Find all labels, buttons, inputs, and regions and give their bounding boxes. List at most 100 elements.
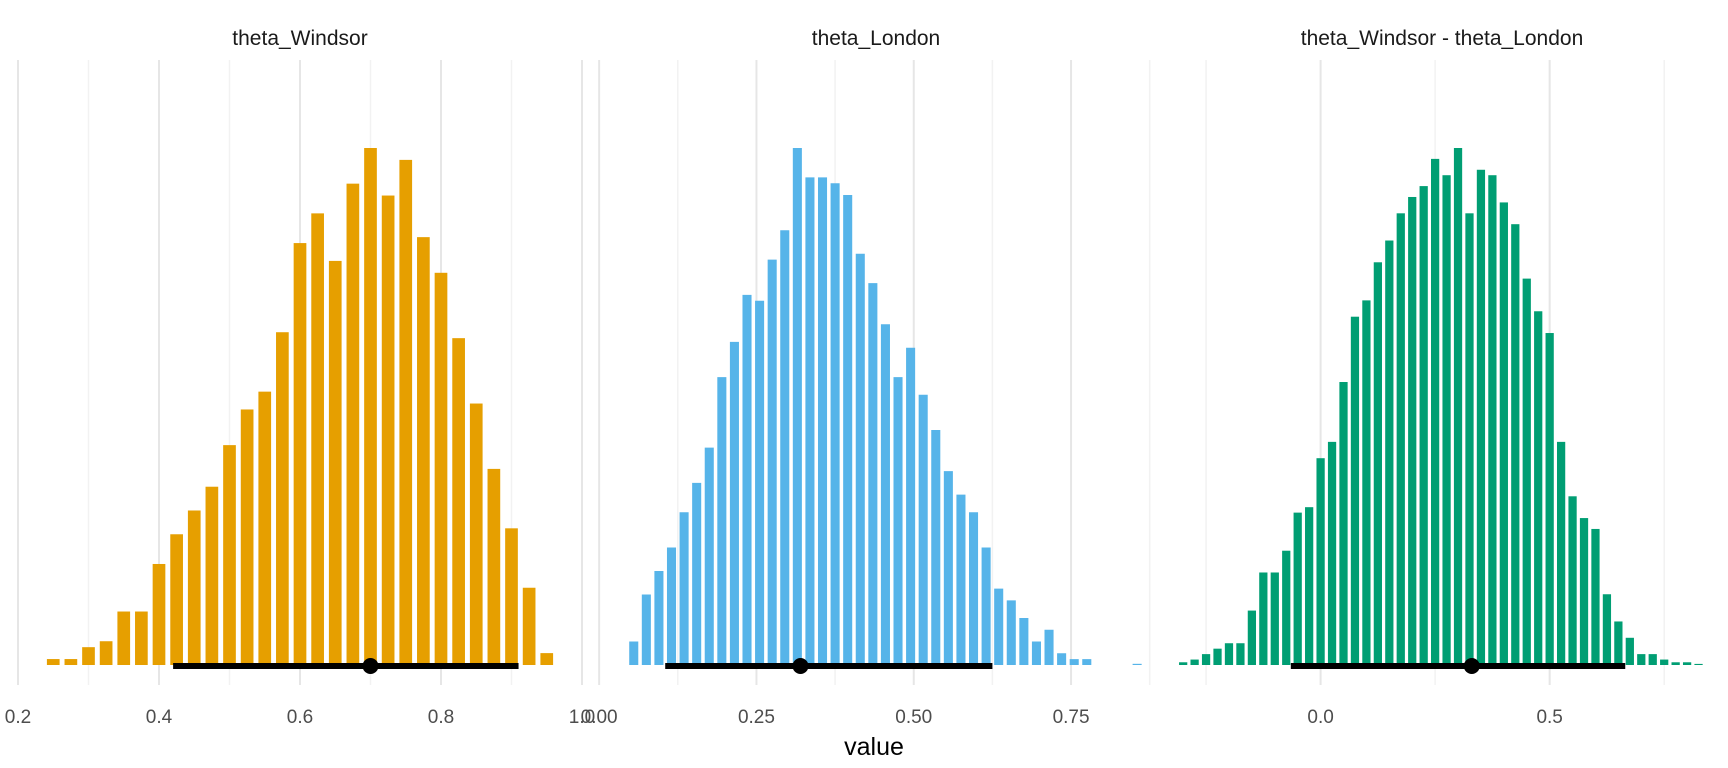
histogram-bar <box>1069 659 1079 665</box>
histogram-bar <box>1419 186 1428 666</box>
point-estimate <box>1463 658 1480 674</box>
histogram-bar <box>1082 659 1092 665</box>
histogram-bar <box>717 377 727 665</box>
histogram-bar <box>1511 224 1520 666</box>
histogram-bar <box>152 563 166 665</box>
x-tick-label: 0.25 <box>738 707 775 728</box>
histogram-bar <box>205 486 219 665</box>
histogram-bar <box>1362 300 1371 665</box>
histogram-bar <box>943 471 953 665</box>
histogram-bar <box>99 641 113 665</box>
histogram-bar <box>1006 600 1016 665</box>
x-tick-label: 0.2 <box>5 707 31 728</box>
histogram-bar <box>981 547 991 665</box>
histogram-bar <box>1579 518 1589 665</box>
histogram-bar <box>1327 441 1337 665</box>
histogram-bar <box>1385 240 1394 665</box>
histogram-bar <box>641 594 651 665</box>
histogram-bar <box>1282 550 1291 665</box>
histogram-bar <box>170 534 183 665</box>
histogram-bar <box>135 611 148 665</box>
histogram-bar <box>1591 528 1600 665</box>
histogram-bar <box>1247 610 1257 665</box>
histogram-bar <box>1305 507 1314 665</box>
histogram-bar <box>1350 316 1360 665</box>
histogram-bar <box>1476 169 1486 665</box>
point-estimate <box>362 658 379 674</box>
histogram-bar <box>1453 148 1463 665</box>
point-estimate <box>792 658 809 674</box>
histogram-bar <box>906 347 916 665</box>
histogram-bar <box>704 447 714 665</box>
histogram-bar <box>1625 637 1634 665</box>
histogram-bar <box>880 324 890 665</box>
histogram-bar <box>1213 648 1222 665</box>
panel-theta-windsor: theta_Windsor 0.2 0.4 0.6 0.8 1.0 <box>5 27 595 728</box>
histogram-bar <box>1190 659 1199 665</box>
x-tick-label: 0.8 <box>428 707 454 728</box>
histogram-bar <box>1602 594 1612 665</box>
histogram-bar <box>82 647 95 665</box>
histogram-bar <box>399 159 413 665</box>
histogram-bar <box>830 183 840 665</box>
histogram-bar <box>1568 496 1577 665</box>
histogram-bar <box>1442 175 1451 666</box>
histogram-bar <box>1660 659 1669 665</box>
histogram-bar <box>1201 654 1211 665</box>
histogram-bar <box>1224 643 1234 665</box>
x-tick-label: 0.00 <box>581 707 618 728</box>
histogram-bar <box>487 468 501 665</box>
histogram-bar <box>729 341 739 665</box>
histogram-bar <box>240 409 254 665</box>
histogram-bar <box>64 659 78 665</box>
x-tick-label: 0.50 <box>895 707 932 728</box>
histogram-bar <box>1396 213 1405 665</box>
panel-theta-london: theta_London 0.00 0.25 0.50 0.75 <box>581 27 1151 728</box>
histogram-bar <box>742 294 752 665</box>
histogram-bar <box>968 512 979 665</box>
histogram-bar <box>1671 662 1680 665</box>
histogram-bar <box>843 195 853 665</box>
x-tick-label: 1.0 <box>569 707 595 728</box>
histogram-bar <box>792 148 802 665</box>
histogram-bar <box>293 243 307 666</box>
histogram-bar <box>1556 441 1566 665</box>
histogram-bar <box>780 230 790 665</box>
x-tick-label: 0.5 <box>1536 707 1562 728</box>
histogram-bar <box>868 283 878 665</box>
histogram-bar <box>1522 278 1531 665</box>
panel-title: theta_Windsor - theta_London <box>1301 27 1584 50</box>
histogram-bar <box>893 377 903 665</box>
histogram-bar <box>1408 196 1417 665</box>
histogram-bar <box>1019 618 1029 665</box>
x-tick-label: 0.0 <box>1307 707 1333 728</box>
histogram-bar <box>187 510 201 665</box>
x-tick-label: 0.4 <box>146 707 173 728</box>
histogram-bar <box>258 391 272 665</box>
histogram-bar <box>452 338 465 665</box>
histogram-bar <box>1031 641 1041 665</box>
histogram-bar <box>1545 333 1554 665</box>
histogram-bar <box>956 494 966 665</box>
histogram-bar <box>1259 572 1268 665</box>
histogram-bar <box>855 253 865 665</box>
histogram-bar <box>1534 311 1543 665</box>
histogram-bar <box>117 611 131 665</box>
histogram-bar <box>1499 202 1508 665</box>
histogram-bar <box>469 403 483 665</box>
histogram-bar <box>1682 662 1692 665</box>
histogram-bar <box>223 445 236 665</box>
histogram-bar <box>1339 382 1348 665</box>
histogram-bar <box>276 332 289 665</box>
histogram-bar <box>994 588 1004 665</box>
histogram-bar <box>629 641 639 665</box>
histogram-bar <box>1044 629 1054 665</box>
histogram-bar <box>666 547 677 665</box>
panel-title: theta_Windsor <box>232 27 367 50</box>
histogram-bar <box>1648 654 1657 665</box>
histogram-bar <box>346 183 360 666</box>
histogram-bar <box>1465 213 1474 665</box>
panel-theta-difference: theta_Windsor - theta_London 0.0 0.5 <box>1179 27 1703 728</box>
histogram-bar <box>1431 158 1440 665</box>
histogram-bar <box>1694 663 1703 665</box>
